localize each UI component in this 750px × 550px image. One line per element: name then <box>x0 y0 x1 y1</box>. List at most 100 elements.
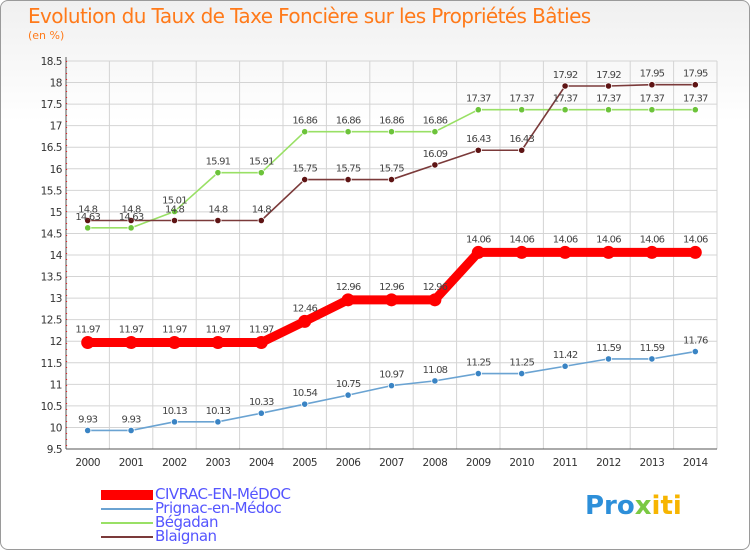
data-point <box>428 293 442 307</box>
data-label: 10.13 <box>162 406 187 417</box>
data-label: 16.43 <box>509 134 534 145</box>
y-tick-label: 17.5 <box>41 99 62 111</box>
data-point <box>170 418 179 426</box>
proxiti-logo: Proxiti <box>585 491 682 521</box>
data-label: 14.8 <box>78 205 98 216</box>
data-label: 9.93 <box>78 414 98 425</box>
data-point <box>301 400 309 408</box>
legend-swatch-prignac <box>101 508 153 510</box>
data-point <box>515 245 529 259</box>
x-tick-label: 2010 <box>509 457 534 469</box>
data-point <box>168 336 181 350</box>
y-tick-label: 13 <box>50 293 62 305</box>
data-point <box>257 409 265 417</box>
y-tick-label: 17 <box>50 121 62 133</box>
data-point <box>688 245 702 259</box>
data-point <box>691 81 699 89</box>
y-tick-label: 11 <box>50 379 62 391</box>
legend: CIVRAC-EN-MéDOC Prignac-en-Médoc Bégadan… <box>101 485 361 545</box>
x-tick-label: 2007 <box>379 457 404 469</box>
data-point <box>387 175 396 184</box>
data-label: 14.63 <box>75 212 100 223</box>
data-point <box>431 377 439 385</box>
data-label: 12.96 <box>423 282 448 293</box>
legend-swatch-civrac <box>101 490 153 500</box>
data-label: 15.75 <box>379 164 404 175</box>
data-label: 17.37 <box>596 94 621 105</box>
logo-part-2: x <box>634 491 652 521</box>
data-label: 11.97 <box>249 325 274 336</box>
y-tick-label: 16 <box>50 164 63 176</box>
data-point <box>561 362 569 370</box>
data-label: 14.06 <box>466 234 491 245</box>
x-tick-label: 2014 <box>683 457 709 469</box>
data-point <box>385 293 398 307</box>
data-point <box>474 106 482 114</box>
data-point <box>558 245 572 259</box>
axis-layer: 9.5 10 10.5 11 11.5 12 12.5 13 13.5 14 14.5 15 15.5 1… <box>41 56 717 469</box>
data-label: 11.08 <box>423 365 448 376</box>
legend-swatch-blaignan <box>101 536 153 538</box>
data-label: 11.59 <box>640 343 665 354</box>
y-tick-label: 18.5 <box>41 56 62 68</box>
data-point <box>518 146 526 154</box>
data-point <box>170 207 179 216</box>
data-label: 16.43 <box>466 134 491 145</box>
data-label: 11.25 <box>466 358 491 369</box>
legend-label-blaignan: Blaignan <box>155 527 217 545</box>
data-label: 16.86 <box>336 116 361 127</box>
legend-item-prignac[interactable]: Prignac-en-Médoc <box>101 499 361 517</box>
data-point <box>431 161 439 169</box>
legend-item-begadan[interactable]: Bégadan <box>101 513 361 531</box>
data-point <box>648 355 656 363</box>
data-label: 12.46 <box>292 303 317 314</box>
y-tick-label: 16.5 <box>41 142 62 154</box>
data-point <box>604 106 613 114</box>
data-point <box>298 314 312 328</box>
data-label: 17.37 <box>683 94 708 105</box>
data-label: 16.86 <box>423 116 448 127</box>
data-label: 11.97 <box>75 325 100 336</box>
legend-item-civrac[interactable]: CIVRAC-EN-MéDOC <box>101 485 361 503</box>
x-tick-label: 2002 <box>162 457 187 469</box>
data-label: 14.8 <box>208 205 228 216</box>
data-point <box>341 293 355 307</box>
y-tick-label: 12 <box>50 336 62 348</box>
x-tick-label: 2012 <box>596 457 621 469</box>
data-point <box>387 382 396 390</box>
x-tick-label: 2009 <box>466 457 491 469</box>
data-label: 11.97 <box>119 325 144 336</box>
legend-label-prignac: Prignac-en-Médoc <box>155 499 282 517</box>
data-label: 12.96 <box>379 282 404 293</box>
data-label-layer: 11.97 11.97 11.97 11.97 11.97 12.46 12.96 12.96… <box>75 69 708 426</box>
data-point <box>301 175 309 184</box>
data-point <box>254 336 268 350</box>
x-tick-label: 2003 <box>206 457 231 469</box>
data-label: 14.63 <box>119 212 144 223</box>
data-point <box>344 175 352 184</box>
data-label: 17.37 <box>509 94 534 105</box>
data-label: 14.06 <box>509 234 534 245</box>
data-label: 14.06 <box>596 234 621 245</box>
unit-label: (en %) <box>28 29 65 42</box>
data-point <box>84 216 92 225</box>
data-point <box>604 355 613 363</box>
data-label: 10.54 <box>292 388 317 399</box>
data-label: 11.25 <box>509 358 534 369</box>
data-point <box>387 128 396 136</box>
x-tick-label: 2013 <box>640 457 665 469</box>
data-label: 16.09 <box>423 149 448 160</box>
legend-item-blaignan[interactable]: Blaignan <box>101 527 361 545</box>
logo-part-1: Pro <box>585 491 635 521</box>
data-label: 17.37 <box>553 94 578 105</box>
data-point <box>257 169 265 177</box>
data-label: 11.97 <box>206 325 231 336</box>
data-point <box>602 245 615 259</box>
legend-swatch-begadan <box>101 522 153 524</box>
data-label: 11.42 <box>553 350 578 361</box>
data-label: 16.86 <box>292 116 317 127</box>
y-tick-label: 13.5 <box>41 272 62 284</box>
data-point <box>471 245 485 259</box>
